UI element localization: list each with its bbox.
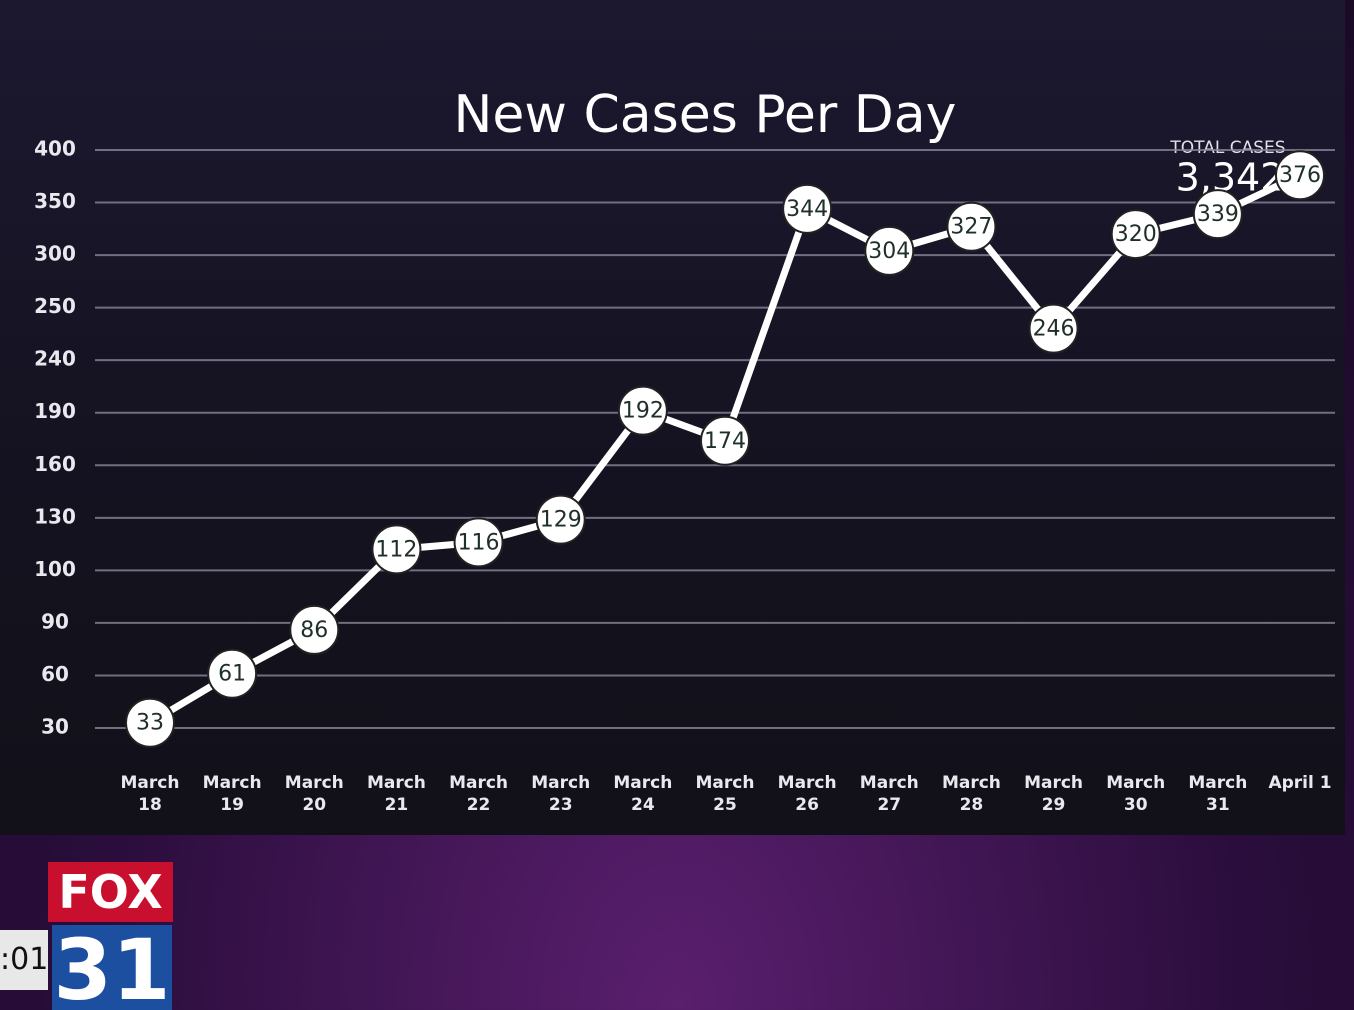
- marker: [289, 604, 340, 655]
- y-tick-label: 400: [34, 137, 76, 161]
- marker: [1275, 150, 1325, 201]
- data-label: 112: [375, 537, 417, 562]
- x-tick-label: March 27: [859, 773, 919, 815]
- marker: [946, 201, 997, 252]
- marker: [371, 524, 422, 575]
- x-tick-label: March 25: [695, 773, 755, 815]
- x-tick-label: March 26: [777, 773, 837, 815]
- x-tick-label: March 21: [366, 773, 426, 815]
- marker: [1192, 189, 1243, 240]
- marker: [207, 648, 258, 699]
- y-tick-label: 30: [41, 715, 69, 739]
- y-tick-label: 240: [34, 347, 76, 371]
- marker: [782, 183, 833, 234]
- data-label: 116: [458, 530, 500, 555]
- data-label: 33: [136, 711, 164, 736]
- chart-panel: New Cases Per Day TOTAL CASES 3,342 30 60…: [0, 0, 1345, 835]
- marker: [700, 415, 750, 466]
- chart-title: New Cases Per Day: [454, 85, 957, 145]
- channel: 31: [52, 921, 172, 1010]
- y-tick-label: 90: [41, 609, 69, 633]
- data-label: 61: [218, 662, 246, 687]
- data-label: 327: [950, 215, 992, 240]
- data-label: 376: [1279, 163, 1321, 188]
- logo: FOX: [48, 862, 173, 922]
- x-tick-label: March 23: [531, 773, 591, 815]
- y-tick-label: 160: [34, 452, 76, 476]
- data-label: 339: [1197, 202, 1239, 227]
- x-tick-label: April 1: [1268, 773, 1332, 793]
- data-label: 86: [300, 618, 328, 643]
- x-tick-label: March 18: [120, 773, 180, 815]
- marker: [1110, 209, 1161, 260]
- y-tick-label: 100: [34, 557, 76, 581]
- data-label: 304: [868, 239, 910, 264]
- x-tick-label: March 19: [202, 773, 262, 815]
- x-tick-label: March 28: [941, 773, 1001, 815]
- x-tick-label: March 30: [1106, 773, 1166, 815]
- x-tick-label: March 20: [284, 773, 344, 815]
- x-tick-label: March 31: [1188, 773, 1248, 815]
- y-tick-label: 350: [34, 189, 76, 213]
- y-tick-label: 250: [34, 294, 76, 318]
- marker: [1028, 303, 1079, 354]
- y-tick-label: 190: [34, 399, 76, 423]
- marker: [453, 517, 504, 568]
- y-tick-label: 130: [34, 504, 76, 528]
- data-label: 320: [1115, 222, 1157, 247]
- total-label: TOTAL CASES: [1169, 138, 1285, 158]
- x-tick-label: March 29: [1024, 773, 1084, 815]
- clock: :01: [0, 930, 48, 990]
- marker: [125, 697, 175, 748]
- marker: [617, 385, 668, 436]
- x-tick-label: March 22: [449, 773, 509, 815]
- marker: [864, 225, 915, 276]
- data-label: 246: [1033, 317, 1075, 342]
- data-label: 192: [622, 399, 664, 424]
- data-label: 129: [540, 508, 582, 533]
- y-tick-label: 300: [34, 242, 76, 266]
- marker: [535, 494, 586, 545]
- data-label: 174: [704, 429, 746, 454]
- chart: New Cases Per Day TOTAL CASES 3,342 3060…: [34, 85, 1335, 748]
- data-label: 344: [786, 197, 828, 222]
- x-tick-label: March 24: [613, 773, 673, 815]
- y-tick-label: 60: [41, 662, 69, 686]
